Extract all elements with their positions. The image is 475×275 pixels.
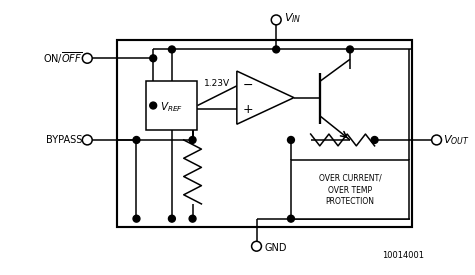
Text: OVER TEMP: OVER TEMP xyxy=(328,186,372,195)
Circle shape xyxy=(371,136,378,143)
Text: 10014001: 10014001 xyxy=(382,251,424,260)
Circle shape xyxy=(287,136,294,143)
Circle shape xyxy=(189,215,196,222)
Bar xyxy=(117,40,412,227)
Text: +: + xyxy=(242,103,253,116)
Text: $V_{OUT}$: $V_{OUT}$ xyxy=(444,133,470,147)
Circle shape xyxy=(273,46,280,53)
Text: $V_{REF}$: $V_{REF}$ xyxy=(161,101,183,114)
Circle shape xyxy=(169,46,175,53)
Circle shape xyxy=(271,15,281,25)
Circle shape xyxy=(82,135,92,145)
Circle shape xyxy=(150,55,157,62)
Circle shape xyxy=(133,136,140,143)
Circle shape xyxy=(347,46,353,53)
Text: OVER CURRENT/: OVER CURRENT/ xyxy=(319,174,381,183)
Circle shape xyxy=(82,53,92,63)
Circle shape xyxy=(169,215,175,222)
Text: GND: GND xyxy=(265,243,287,253)
Circle shape xyxy=(252,241,261,251)
Text: BYPASS: BYPASS xyxy=(46,135,82,145)
Bar xyxy=(291,160,409,219)
Circle shape xyxy=(432,135,441,145)
Polygon shape xyxy=(237,71,294,124)
Text: $V_{IN}$: $V_{IN}$ xyxy=(284,11,302,25)
Circle shape xyxy=(150,102,157,109)
Text: −: − xyxy=(242,79,253,92)
Bar xyxy=(146,81,198,130)
Circle shape xyxy=(133,215,140,222)
Text: ON/$\overline{OFF}$: ON/$\overline{OFF}$ xyxy=(43,51,82,66)
Text: 1.23V: 1.23V xyxy=(204,79,230,88)
Circle shape xyxy=(287,215,294,222)
Circle shape xyxy=(189,136,196,143)
Text: PROTECTION: PROTECTION xyxy=(325,197,374,207)
